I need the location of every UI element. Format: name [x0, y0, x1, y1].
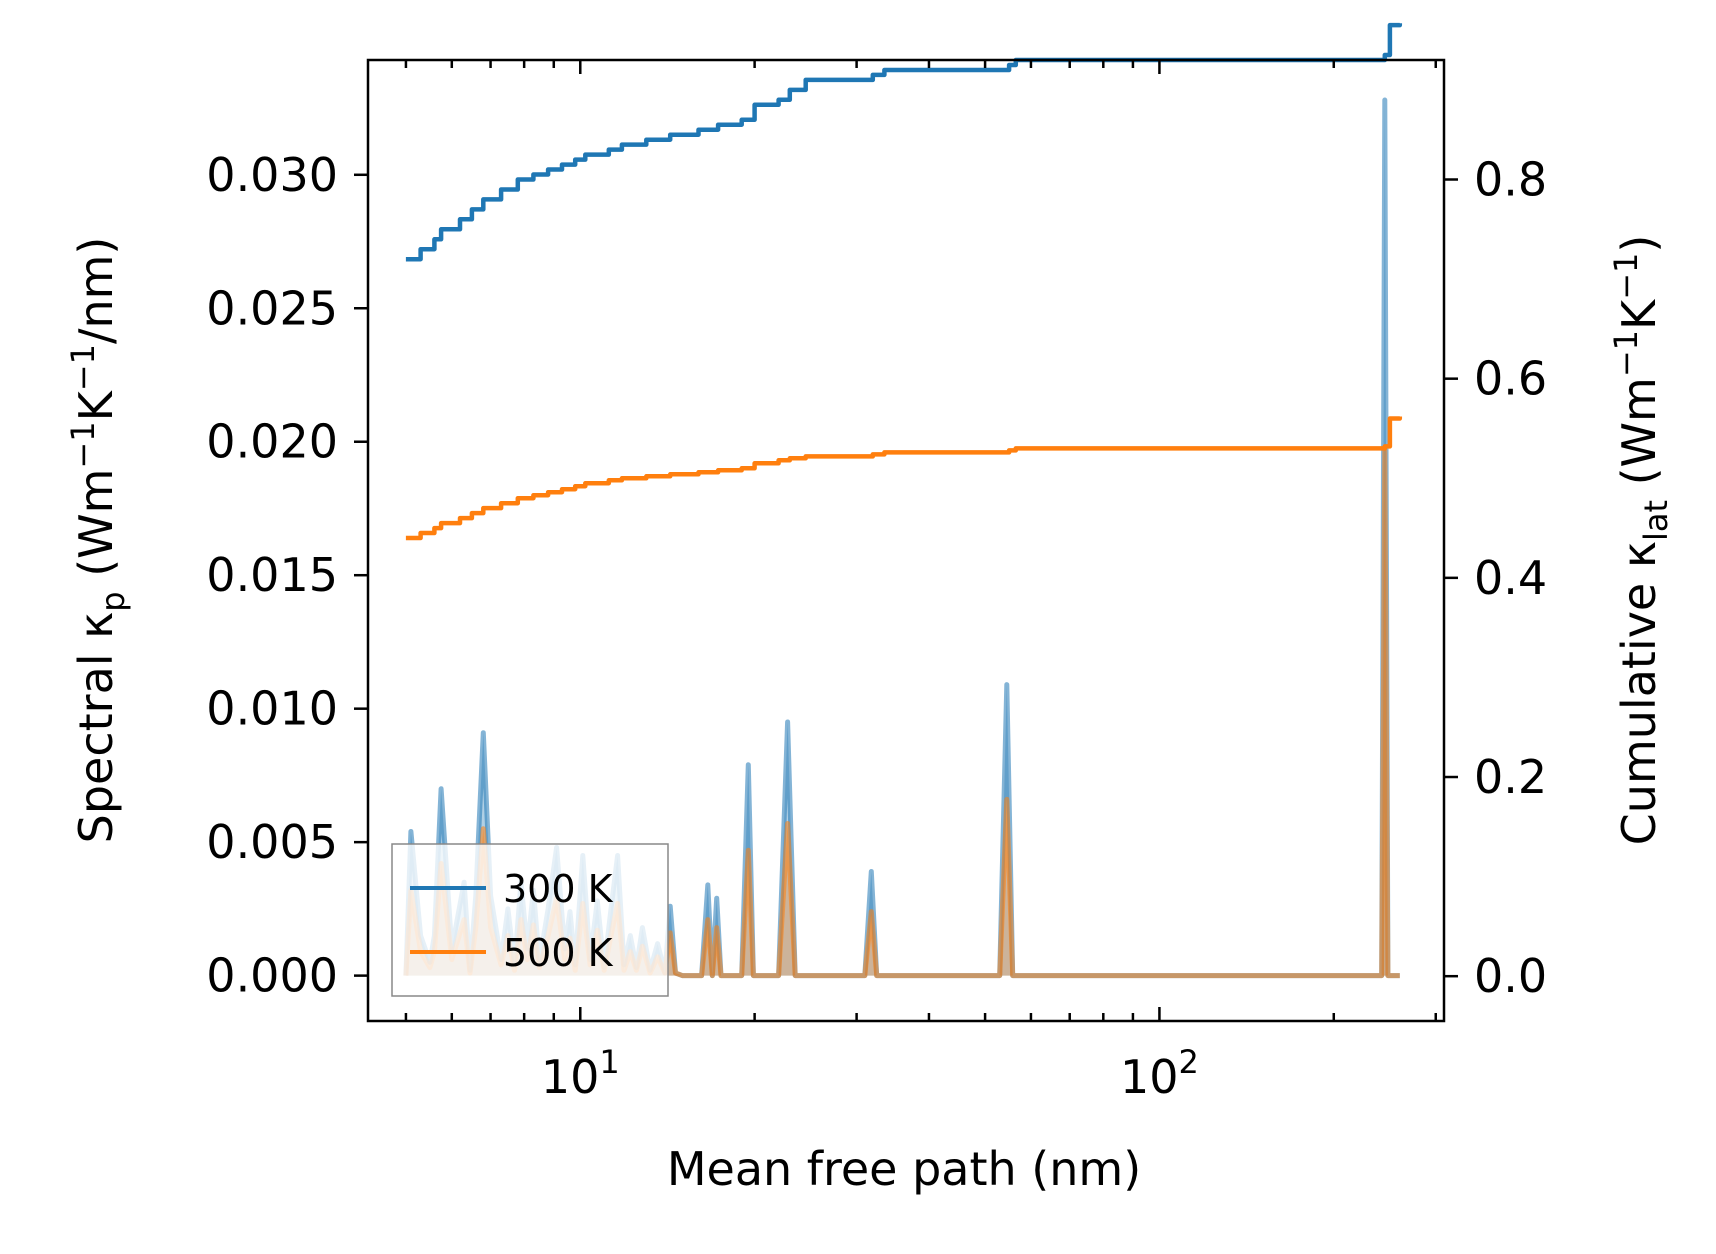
y-right-tick-label: 0.0	[1474, 949, 1547, 1003]
x-tick-label-exp: 2	[1179, 1043, 1199, 1081]
y-label-right-sup2: −1	[1607, 253, 1645, 300]
y-label-right-sup1: −1	[1607, 330, 1645, 377]
y-label-right-sub: lat	[1637, 500, 1675, 541]
x-tick-label-base: 10	[1120, 1050, 1179, 1104]
plot-frame	[366, 58, 1446, 1023]
y-left-tick-label: 0.005	[206, 815, 338, 869]
legend-label-300k: 300 K	[503, 867, 614, 911]
y-axis-label-right: Cumulative κlat (Wm−1K−1)	[1607, 235, 1675, 846]
y-right-tick-label: 0.8	[1474, 153, 1547, 207]
y-tick-labels-left: 0.000 0.005 0.010 0.015 0.020 0.025 0.030	[206, 148, 338, 1003]
y-label-left-units-pre: (Wm	[69, 469, 123, 592]
y-right-tick-label: 0.6	[1474, 352, 1547, 406]
cumulative-line-300k	[405, 22, 1403, 262]
x-axis-label: Mean free path (nm)	[667, 1142, 1141, 1196]
y-label-left-main: Spectral κ	[69, 612, 123, 844]
y-label-left-units-post: /nm)	[69, 237, 123, 344]
y-axis-label-left: Spectral κp (Wm−1K−1/nm)	[64, 237, 132, 844]
y-right-tick-label: 0.4	[1474, 551, 1547, 605]
y-label-left-mid: K	[69, 389, 123, 421]
y-left-tick-label: 0.020	[206, 415, 338, 469]
y-label-right-units-pre: (Wm	[1612, 377, 1666, 500]
x-tick-label: 101	[541, 1043, 620, 1104]
y-label-right-mid: K	[1612, 298, 1666, 330]
y-left-tick-label: 0.025	[206, 281, 338, 335]
y-left-tick-label: 0.000	[206, 949, 338, 1003]
x-tick-label-exp: 1	[599, 1043, 619, 1081]
legend-box	[391, 843, 669, 997]
y-label-left-sup2: −1	[64, 344, 102, 391]
cumulative-layer	[405, 22, 1403, 541]
y-label-right-units-post: )	[1612, 235, 1666, 253]
y-left-tick-label: 0.015	[206, 548, 338, 602]
y-label-left-sub: p	[94, 591, 132, 611]
x-tick-labels: 101 102	[541, 1043, 1199, 1104]
x-tick-label: 102	[1120, 1043, 1199, 1104]
legend-label-500k: 500 K	[503, 931, 614, 975]
y-tick-labels-right: 0.0 0.2 0.4 0.6 0.8	[1474, 153, 1547, 1004]
y-label-left-sup1: −1	[64, 421, 102, 468]
y-left-tick-label: 0.030	[206, 148, 338, 202]
ticks-layer	[354, 60, 1458, 1021]
y-right-tick-label: 0.2	[1474, 750, 1547, 804]
x-tick-label-base: 10	[541, 1050, 600, 1104]
legend: 300 K 500 K	[391, 843, 669, 997]
y-label-right-main: Cumulative κ	[1612, 541, 1666, 845]
y-left-tick-label: 0.010	[206, 682, 338, 736]
cumulative-line-500k	[405, 416, 1403, 541]
